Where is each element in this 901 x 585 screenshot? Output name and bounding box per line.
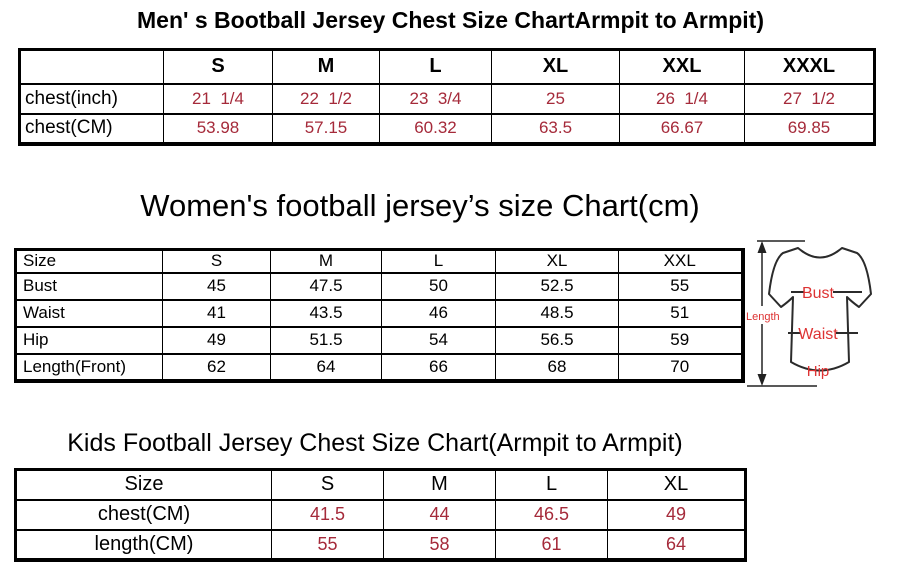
column-header xyxy=(19,49,164,84)
cell-value: 66 xyxy=(381,352,496,381)
cell-value: 41 xyxy=(162,298,271,327)
cell-value: 64 xyxy=(270,352,382,381)
arrowhead-down-icon xyxy=(757,374,767,386)
column-header: L xyxy=(379,49,492,84)
arrowhead-up-icon xyxy=(757,241,767,253)
row-label: length(CM) xyxy=(15,528,272,560)
table-row: chest(CM) 41.5 44 46.5 49 xyxy=(15,498,746,530)
column-header: XXL xyxy=(619,49,745,84)
tshirt-outline xyxy=(768,247,872,372)
row-label: Length(Front) xyxy=(15,352,163,381)
column-header: M xyxy=(272,49,380,84)
column-header: XXL xyxy=(618,249,743,273)
cell-value: 57.15 xyxy=(272,112,380,144)
column-header: XL xyxy=(495,249,619,273)
row-label: Hip xyxy=(15,325,163,354)
cell-value: 58 xyxy=(383,528,496,560)
cell-value: 68 xyxy=(495,352,619,381)
cell-value: 63.5 xyxy=(491,112,620,144)
table-row: Waist 41 43.5 46 48.5 51 xyxy=(15,298,743,327)
column-header: Size xyxy=(15,469,272,500)
table-header-row: Size S M L XL XXL xyxy=(15,249,743,273)
row-label: Bust xyxy=(15,271,163,300)
cell-value: 53.98 xyxy=(163,112,273,144)
bust-label: Bust xyxy=(802,285,835,302)
cell-value: 51.5 xyxy=(270,325,382,354)
table-row: length(CM) 55 58 61 64 xyxy=(15,528,746,560)
table-row: Length(Front) 62 64 66 68 70 xyxy=(15,352,743,381)
cell-value: 43.5 xyxy=(270,298,382,327)
cell-value: 52.5 xyxy=(495,271,619,300)
table-header-row: Size S M L XL xyxy=(15,469,746,500)
column-header: L xyxy=(495,469,608,500)
collar-inner-line xyxy=(800,249,840,259)
waist-label: Waist xyxy=(798,326,838,343)
womens-size-table: Size S M L XL XXL Bust 45 47.5 50 52.5 5… xyxy=(14,248,745,383)
table-header-row: S M L XL XXL XXXL xyxy=(19,49,875,84)
row-label: chest(CM) xyxy=(19,112,164,144)
cell-value: 69.85 xyxy=(744,112,875,144)
tshirt-measurement-diagram: Length Bust Waist Hip xyxy=(745,236,901,392)
cell-value: 54 xyxy=(381,325,496,354)
cell-value: 70 xyxy=(618,352,743,381)
table-row: Hip 49 51.5 54 56.5 59 xyxy=(15,325,743,354)
table-row: Bust 45 47.5 50 52.5 55 xyxy=(15,271,743,300)
cell-value: 26 1/4 xyxy=(619,82,745,114)
mens-size-table: S M L XL XXL XXXL chest(inch) 21 1/4 22 … xyxy=(18,48,876,146)
cell-value: 45 xyxy=(162,271,271,300)
column-header: S xyxy=(163,49,273,84)
cell-value: 56.5 xyxy=(495,325,619,354)
column-header: S xyxy=(271,469,384,500)
cell-value: 60.32 xyxy=(379,112,492,144)
cell-value: 21 1/4 xyxy=(163,82,273,114)
cell-value: 66.67 xyxy=(619,112,745,144)
column-header: M xyxy=(270,249,382,273)
cell-value: 64 xyxy=(607,528,746,560)
kids-size-table: Size S M L XL chest(CM) 41.5 44 46.5 49 … xyxy=(14,468,747,562)
cell-value: 62 xyxy=(162,352,271,381)
cell-value: 46 xyxy=(381,298,496,327)
column-header: S xyxy=(162,249,271,273)
mens-chart-title: Men' s Bootball Jersey Chest Size ChartA… xyxy=(137,7,764,33)
cell-value: 44 xyxy=(383,498,496,530)
cell-value: 25 xyxy=(491,82,620,114)
length-label: Length xyxy=(746,311,780,323)
cell-value: 55 xyxy=(618,271,743,300)
column-header: XXXL xyxy=(744,49,875,84)
cell-value: 23 3/4 xyxy=(379,82,492,114)
hip-label: Hip xyxy=(807,363,830,380)
cell-value: 22 1/2 xyxy=(272,82,380,114)
table-row: chest(CM) 53.98 57.15 60.32 63.5 66.67 6… xyxy=(19,112,875,144)
cell-value: 47.5 xyxy=(270,271,382,300)
row-label: chest(CM) xyxy=(15,498,272,530)
cell-value: 27 1/2 xyxy=(744,82,875,114)
column-header: Size xyxy=(15,249,163,273)
tshirt-icon: Length Bust Waist Hip xyxy=(746,240,872,387)
cell-value: 51 xyxy=(618,298,743,327)
row-label: Waist xyxy=(15,298,163,327)
cell-value: 41.5 xyxy=(271,498,384,530)
cell-value: 46.5 xyxy=(495,498,608,530)
column-header: L xyxy=(381,249,496,273)
cell-value: 49 xyxy=(607,498,746,530)
column-header: M xyxy=(383,469,496,500)
cell-value: 50 xyxy=(381,271,496,300)
column-header: XL xyxy=(491,49,620,84)
cell-value: 49 xyxy=(162,325,271,354)
kids-chart-title: Kids Football Jersey Chest Size Chart(Ar… xyxy=(67,429,683,457)
cell-value: 55 xyxy=(271,528,384,560)
column-header: XL xyxy=(607,469,746,500)
row-label: chest(inch) xyxy=(19,82,164,114)
cell-value: 59 xyxy=(618,325,743,354)
cell-value: 61 xyxy=(495,528,608,560)
womens-chart-title: Women's football jersey’s size Chart(cm) xyxy=(140,188,700,223)
cell-value: 48.5 xyxy=(495,298,619,327)
table-row: chest(inch) 21 1/4 22 1/2 23 3/4 25 26 1… xyxy=(19,82,875,114)
